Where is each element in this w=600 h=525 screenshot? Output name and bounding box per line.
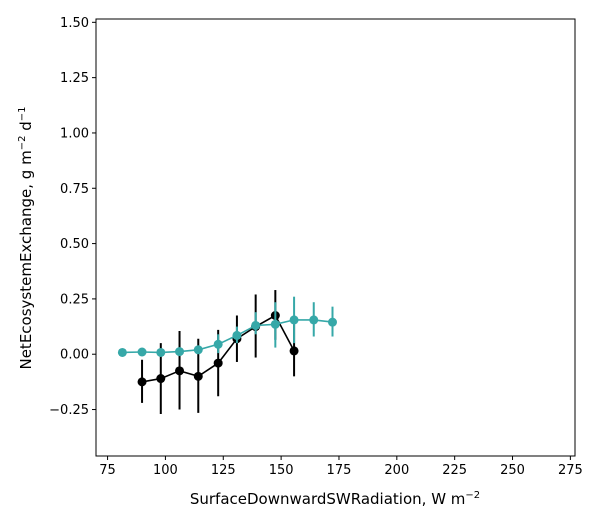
series-2 bbox=[117, 296, 337, 357]
data-point bbox=[309, 315, 319, 325]
x-tick-label: 175 bbox=[327, 463, 352, 478]
y-tick-label: 0.25 bbox=[60, 292, 89, 307]
data-point bbox=[232, 330, 242, 340]
data-point bbox=[156, 347, 166, 357]
y-tick-label: −0.25 bbox=[49, 403, 89, 418]
x-tick-label: 200 bbox=[384, 463, 409, 478]
x-tick-label: 75 bbox=[99, 463, 116, 478]
data-point bbox=[137, 377, 147, 387]
data-point bbox=[156, 374, 166, 384]
data-point bbox=[175, 366, 185, 376]
data-point bbox=[289, 346, 299, 356]
y-axis-ticks: −0.25 0.00 0.25 0.50 0.75 1.00 1.25 1.50 bbox=[49, 16, 96, 418]
data-point bbox=[289, 315, 299, 325]
data-point bbox=[175, 347, 185, 357]
data-point bbox=[251, 320, 261, 330]
x-tick-label: 150 bbox=[269, 463, 294, 478]
y-tick-label: 1.50 bbox=[60, 16, 89, 31]
data-point bbox=[213, 358, 223, 368]
data-point bbox=[270, 319, 280, 329]
x-tick-label: 125 bbox=[211, 463, 236, 478]
data-point bbox=[137, 347, 147, 357]
y-tick-label: 0.00 bbox=[60, 348, 89, 363]
data-point bbox=[193, 345, 203, 355]
plot-area bbox=[95, 18, 576, 457]
data-point bbox=[213, 339, 223, 349]
chart-marks bbox=[117, 290, 337, 414]
data-point bbox=[327, 317, 337, 327]
y-axis-label: NetEcosystemExchange, g m−2 d−1 bbox=[17, 106, 35, 369]
x-tick-label: 225 bbox=[442, 463, 467, 478]
data-point bbox=[117, 347, 127, 357]
x-axis-label: SurfaceDownwardSWRadiation, W m−2 bbox=[190, 490, 480, 508]
x-tick-label: 275 bbox=[558, 463, 583, 478]
x-tick-label: 100 bbox=[153, 463, 178, 478]
x-axis-ticks: 75 100 125 150 175 200 225 250 275 bbox=[99, 456, 583, 478]
data-point bbox=[193, 371, 203, 381]
y-tick-label: 1.00 bbox=[60, 126, 89, 141]
y-tick-label: 0.50 bbox=[60, 237, 89, 252]
series-1 bbox=[137, 290, 299, 414]
y-tick-label: 0.75 bbox=[60, 182, 89, 197]
x-tick-label: 250 bbox=[500, 463, 525, 478]
y-tick-label: 1.25 bbox=[60, 71, 89, 86]
